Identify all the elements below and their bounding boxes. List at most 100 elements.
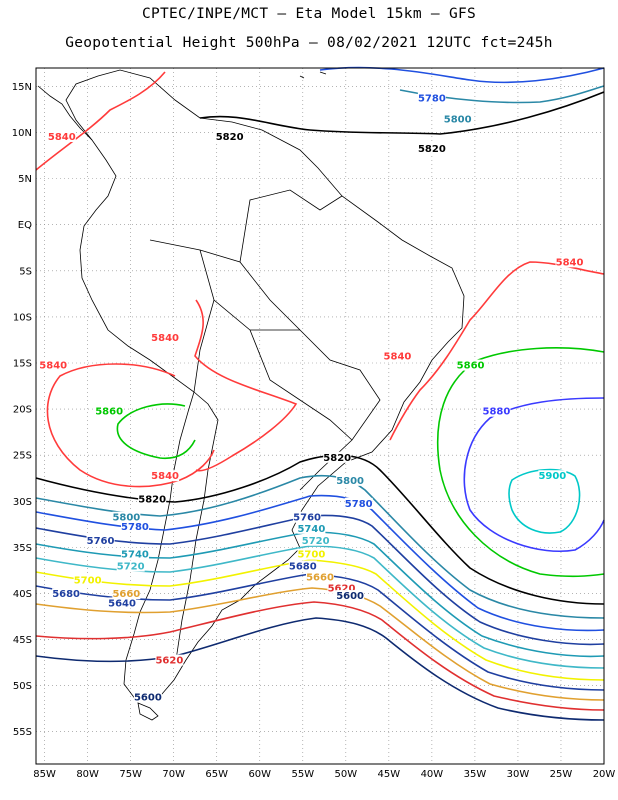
contour-label-bg xyxy=(443,113,472,125)
lon-tick-label: 85W xyxy=(33,769,56,780)
lat-tick-label: 5S xyxy=(19,266,32,277)
contour-label-l5820s: 5820 xyxy=(138,494,166,505)
lat-tick-label: 50S xyxy=(13,681,32,692)
contour-label-bg xyxy=(39,359,68,371)
contour-label-l5840c: 5840 xyxy=(384,351,412,362)
contour-label-bg xyxy=(108,597,137,609)
contour-5780-north xyxy=(319,66,605,84)
contour-5840-east xyxy=(389,261,605,441)
contour-label-bg xyxy=(344,497,373,509)
contour-label-bg xyxy=(215,130,244,142)
contour-label-bg xyxy=(417,142,446,154)
contour-label-l5740c: 5740 xyxy=(297,524,325,535)
contour-label-l5700c: 5700 xyxy=(297,550,325,561)
contour-5760-south xyxy=(35,514,605,646)
lat-tick-label: 30S xyxy=(13,497,32,508)
contour-label-bg xyxy=(155,654,184,666)
contour-label-l5720c: 5720 xyxy=(302,536,330,547)
contour-label-l5720w: 5720 xyxy=(117,562,145,573)
map-frame xyxy=(35,67,605,765)
contour-label-l5840nw: 5840 xyxy=(48,132,76,143)
lat-tick-label: 15N xyxy=(12,82,32,93)
lon-tick-label: 25W xyxy=(550,769,573,780)
contour-5840-bolivia xyxy=(194,299,298,472)
islands xyxy=(137,71,327,721)
contour-label-l5860e: 5860 xyxy=(457,361,485,372)
contour-label-l5820n: 5820 xyxy=(216,132,244,143)
contour-5700-south xyxy=(35,559,605,681)
chart-title-line-2: Geopotential Height 500hPa – 08/02/2021 … xyxy=(65,35,553,51)
contour-label-bg xyxy=(538,470,567,482)
lon-tick-label: 65W xyxy=(205,769,228,780)
lon-tick-label: 30W xyxy=(507,769,530,780)
lat-tick-label: 25S xyxy=(13,451,32,462)
contour-label-bg xyxy=(297,548,326,560)
lon-tick-label: 40W xyxy=(421,769,444,780)
contour-label-l5760c: 5760 xyxy=(293,513,321,524)
contour-label-l5900: 5900 xyxy=(538,471,566,482)
contour-label-l5640w: 5640 xyxy=(108,598,136,609)
lat-tick-label: EQ xyxy=(18,220,32,231)
lat-tick-label: 15S xyxy=(13,358,32,369)
contour-5680-south xyxy=(35,573,605,691)
andes-borders xyxy=(175,391,219,661)
contour-5820-north xyxy=(199,91,605,135)
contour-5860-west xyxy=(116,403,196,460)
contour-5880-east xyxy=(463,397,605,553)
contour-label-l5680c: 5680 xyxy=(289,562,317,573)
contour-label-l5780c: 5780 xyxy=(345,499,373,510)
contour-label-bg xyxy=(306,571,334,583)
contour-label-l5620c: 5620 xyxy=(328,584,356,595)
contour-label-l5620w: 5620 xyxy=(155,656,183,667)
contour-label-l5700w: 5700 xyxy=(74,575,102,586)
contour-label-l5800n: 5800 xyxy=(444,114,472,125)
lat-tick-label: 45S xyxy=(13,635,32,646)
contour-label-bg xyxy=(73,574,102,586)
contour-label-l5820n2: 5820 xyxy=(418,144,446,155)
contour-label-bg xyxy=(327,582,356,594)
lon-tick-label: 50W xyxy=(335,769,358,780)
contour-label-bg xyxy=(482,405,511,417)
contour-label-bg xyxy=(151,470,180,482)
contour-label-l5820c: 5820 xyxy=(323,453,351,464)
contour-label-bg xyxy=(52,588,81,600)
lat-tick-label: 10N xyxy=(12,128,32,139)
lat-tick-label: 40S xyxy=(13,589,32,600)
contour-label-l5600c: 5600 xyxy=(336,591,364,602)
contour-label-bg xyxy=(120,520,149,532)
contour-label-bg xyxy=(383,350,412,362)
axis-tick-labels: 15N 10N 5N EQ 5S 10S 15S 20S 25S 30S 35S 40S 45S 50S 5… xyxy=(12,82,616,780)
contour-label-bg xyxy=(138,493,167,505)
contour-label-bg xyxy=(133,691,162,703)
contour-5860-east xyxy=(436,347,605,578)
contour-label-bg xyxy=(336,590,365,602)
lon-tick-label: 80W xyxy=(76,769,99,780)
contour-label-bg xyxy=(301,534,330,546)
contour-label-bg xyxy=(456,359,485,371)
contour-label-l5860w: 5860 xyxy=(95,407,123,418)
lon-tick-label: 75W xyxy=(119,769,142,780)
contour-label-bg xyxy=(288,560,317,572)
lon-tick-label: 35W xyxy=(464,769,487,780)
contour-label-bg xyxy=(417,92,446,104)
contour-5900-east xyxy=(508,468,581,534)
contour-label-l5600w: 5600 xyxy=(134,692,162,703)
contour-label-l5840e: 5840 xyxy=(556,257,584,268)
chart-title-line-1: CPTEC/INPE/MCT – Eta Model 15km – GFS xyxy=(141,6,477,22)
contour-label-l5660c: 5660 xyxy=(306,573,334,584)
contour-label-l5840w: 5840 xyxy=(39,361,67,372)
lat-tick-label: 55S xyxy=(13,727,32,738)
lat-tick-label: 20S xyxy=(13,405,32,416)
contour-label-l5840bz: 5840 xyxy=(151,333,179,344)
lat-tick-label: 5N xyxy=(18,174,32,185)
lon-tick-label: 45W xyxy=(378,769,401,780)
contour-label-l5880: 5880 xyxy=(483,407,511,418)
brazil-borders xyxy=(149,189,381,491)
lon-tick-label: 70W xyxy=(162,769,185,780)
contour-label-bg xyxy=(116,560,145,572)
contour-5620-south xyxy=(35,601,605,711)
contour-label-bg xyxy=(47,130,76,142)
contour-label-bg xyxy=(95,405,124,417)
contour-label-l5780w: 5780 xyxy=(121,522,149,533)
